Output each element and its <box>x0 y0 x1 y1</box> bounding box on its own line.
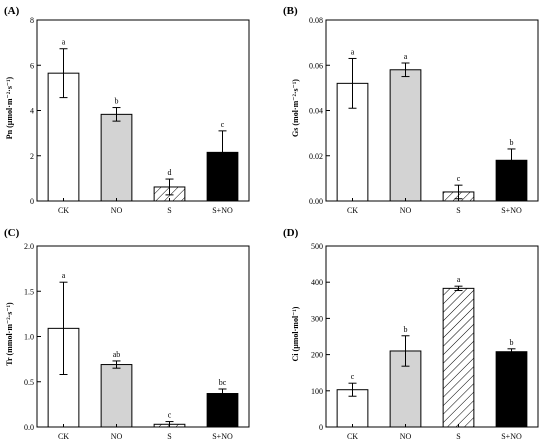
panel-b-significance-letter: c <box>457 174 461 183</box>
panel-b-bar-s-no <box>495 159 528 202</box>
panel-b-label: (B) <box>283 5 298 17</box>
panel-a-ytick-label: 4 <box>30 107 34 116</box>
panel-c-category-label: S <box>167 432 171 441</box>
panel-c-categories: CK NO S S+NO <box>58 424 233 441</box>
panel-a-significance-letter: b <box>115 97 119 106</box>
panel-c-significance-letter: a <box>62 271 66 280</box>
panel-d-significance-letter: c <box>351 372 355 381</box>
panel-d-categories: CK NO S S+NO <box>347 424 522 441</box>
panel-c-label: (C) <box>4 227 20 239</box>
panel-d-bar-s-no <box>495 351 528 428</box>
panel-c-bars: a ab c bc <box>47 271 239 428</box>
panel-b-ytick-label: 0.02 <box>309 152 323 161</box>
panel-d: (D) Ci (μmol·mol⁻¹) 0 100 200 300 400 500 c b a… <box>283 227 539 441</box>
panel-d-plot-frame <box>325 245 539 428</box>
panel-d-y-axis-label: Ci (μmol·mol⁻¹) <box>291 306 300 361</box>
panel-c-ytick-label: 1.0 <box>24 333 34 342</box>
panel-d-category-label: CK <box>347 432 358 441</box>
panel-d-category-label: S <box>456 432 460 441</box>
panel-d-category-label: S+NO <box>501 432 522 441</box>
panel-c-y-ticks: 0.0 0.5 1.0 1.5 2.0 <box>24 242 41 432</box>
panel-d-ytick-label: 0 <box>319 423 323 432</box>
panel-d-y-ticks: 0 100 200 300 400 500 <box>311 242 330 432</box>
panel-a-bars: a b d c <box>47 38 239 202</box>
panel-c-ytick-label: 2.0 <box>24 242 34 251</box>
panel-a-ytick-label: 8 <box>30 16 34 25</box>
panel-a-significance-letter: c <box>221 120 225 129</box>
panel-a-ytick-label: 2 <box>30 152 34 161</box>
panel-a-category-label: NO <box>111 206 123 215</box>
panel-d-category-label: NO <box>400 432 412 441</box>
panel-b: (B) Gs (mol·m⁻²·s⁻¹) 0.000.020.040.060.0… <box>283 5 539 215</box>
panel-b-category-label: S+NO <box>501 206 522 215</box>
panel-b-significance-letter: b <box>510 138 514 147</box>
panel-b-category-label: S <box>456 206 460 215</box>
panel-d-ytick-label: 500 <box>311 242 323 251</box>
panel-a-bar-no <box>100 113 133 202</box>
panel-c-ytick-label: 0.5 <box>24 378 34 387</box>
panel-a-significance-letter: d <box>168 168 172 177</box>
panel-b-y-axis-label: Gs (mol·m⁻²·s⁻¹) <box>291 79 300 137</box>
panel-b-categories: CK NO S S+NO <box>347 198 522 215</box>
panel-d-significance-letter: b <box>404 325 408 334</box>
panel-a-categories: CK NO S S+NO <box>58 198 233 215</box>
panel-c-bar-no <box>100 364 133 428</box>
panel-a-significance-letter: a <box>62 38 66 47</box>
panel-d-bar-s <box>442 287 475 428</box>
panel-a-category-label: S+NO <box>212 206 233 215</box>
panel-b-ytick-label: 0.08 <box>309 16 323 25</box>
panel-a: (A) Pn (μmol·m⁻²·s⁻¹) 0 2 4 6 8 a b d c CK NO S S+… <box>4 5 250 215</box>
panel-c-significance-letter: c <box>168 411 172 420</box>
panel-d-bars: c b a b <box>336 275 528 428</box>
panel-c-y-axis-label: Tr (mmol·m⁻²·s⁻¹) <box>5 302 14 366</box>
panel-c-ytick-label: 0.0 <box>24 423 34 432</box>
panel-c: (C) Tr (mmol·m⁻²·s⁻¹) 0.00.51.01.52.0 aa… <box>4 227 250 441</box>
panel-a-category-label: S <box>167 206 171 215</box>
panel-c-category-label: CK <box>58 432 69 441</box>
panel-d-ytick-label: 200 <box>311 351 323 360</box>
panel-a-ytick-label: 0 <box>30 197 34 206</box>
panel-b-bars: a a c b <box>336 47 528 202</box>
panel-a-y-axis-label: Pn (μmol·m⁻²·s⁻¹) <box>5 76 14 139</box>
panel-d-significance-letter: a <box>457 275 461 284</box>
panel-c-significance-letter: ab <box>113 350 121 359</box>
panel-b-category-label: NO <box>400 206 412 215</box>
panel-d-significance-letter: b <box>510 338 514 347</box>
panel-a-y-ticks: 0 2 4 6 8 <box>30 16 41 206</box>
panel-c-ytick-label: 1.5 <box>24 287 34 296</box>
panel-b-ytick-label: 0.06 <box>309 61 323 70</box>
panel-b-category-label: CK <box>347 206 358 215</box>
panel-d-ytick-label: 400 <box>311 278 323 287</box>
panel-b-bar-no <box>389 69 422 202</box>
panel-a-bar-s-no <box>206 151 239 202</box>
panel-b-ytick-label: 0.04 <box>309 107 323 116</box>
panel-d-label: (D) <box>283 227 299 239</box>
panel-c-category-label: NO <box>111 432 123 441</box>
panel-d-ytick-label: 100 <box>311 387 323 396</box>
panel-a-label: (A) <box>4 5 20 17</box>
panel-b-y-ticks: 0.00 0.02 0.04 0.06 0.08 <box>309 16 330 206</box>
panel-a-category-label: CK <box>58 206 69 215</box>
panel-d-ytick-label: 300 <box>311 314 323 323</box>
panel-a-ytick-label: 6 <box>30 61 34 70</box>
panel-b-significance-letter: a <box>351 47 355 56</box>
panel-c-significance-letter: bc <box>219 378 227 387</box>
panel-b-ytick-label: 0.00 <box>309 197 323 206</box>
panel-b-significance-letter: a <box>404 52 408 61</box>
panel-c-category-label: S+NO <box>212 432 233 441</box>
